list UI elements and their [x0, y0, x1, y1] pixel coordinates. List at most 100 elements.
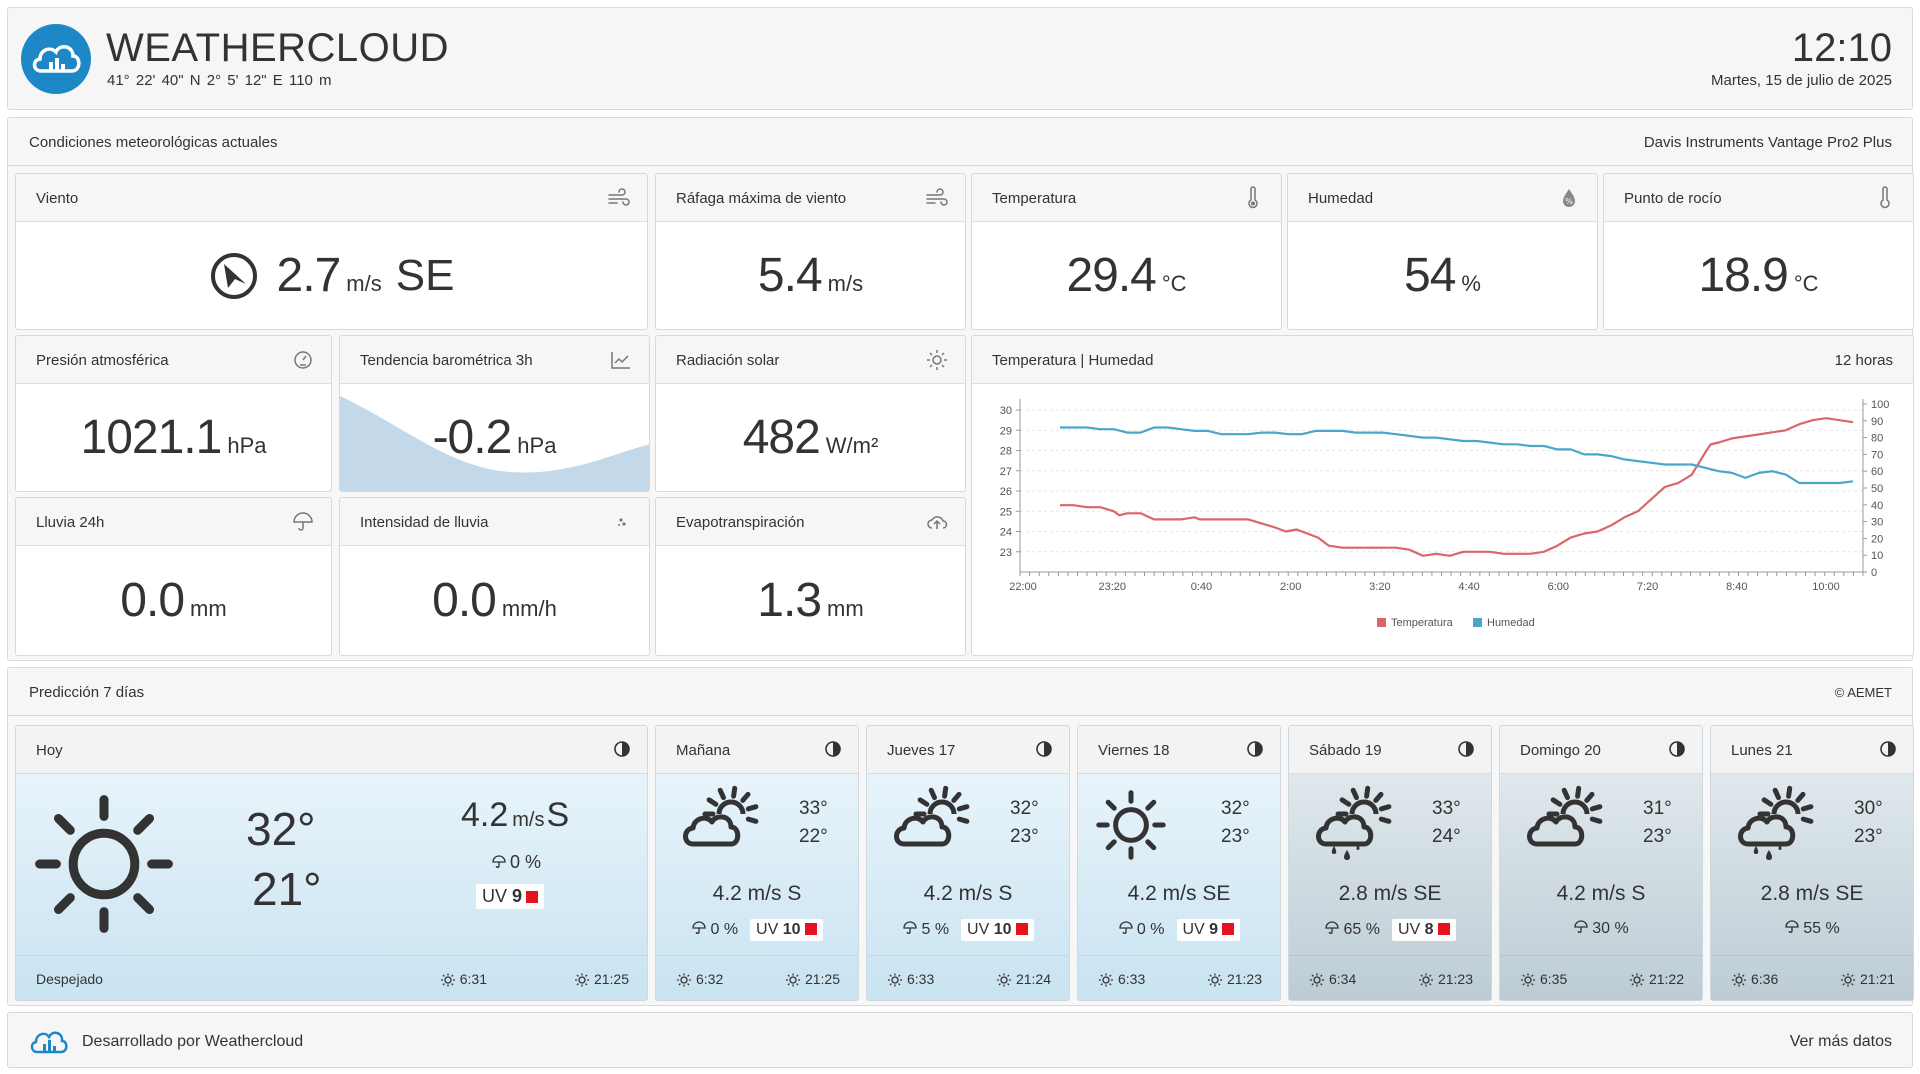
- moon-phase-icon: [1247, 741, 1263, 757]
- humidity-card[interactable]: Humedad % 54 %: [1287, 173, 1598, 330]
- sunrise-icon: [888, 973, 902, 987]
- sunrise-time: 6:31: [459, 971, 487, 987]
- forecast-tmin: 23°: [1221, 826, 1250, 847]
- forecast-uv-value: 9: [512, 886, 523, 906]
- gust-card[interactable]: Ráfaga máxima de viento 5.4 m/s: [655, 173, 966, 330]
- sunset-time: 21:23: [1226, 971, 1262, 987]
- sunrise-icon: [1732, 973, 1746, 987]
- forecast-sunrise: 6:32: [676, 971, 723, 987]
- sunset-time: 21:25: [593, 971, 629, 987]
- y-left-tick-label: 24: [1000, 527, 1012, 539]
- forecast-day-header: Domingo 20: [1500, 726, 1702, 774]
- wind-speed-value: 2.7: [276, 249, 342, 302]
- forecast-sunset: 21:21: [1840, 971, 1895, 987]
- sun-icon: [35, 795, 173, 933]
- chart-range[interactable]: 12 horas: [1834, 352, 1893, 369]
- forecast-rain-uv: 30 %: [1500, 919, 1702, 938]
- forecast-day-card[interactable]: Hoy 32° 21° 4.2 m/sS 0 % UV 9 Despejado 6:31 21:…: [15, 725, 648, 1001]
- x-tick-label: 10:00: [1812, 581, 1840, 593]
- pressure-trend-card[interactable]: Tendencia barométrica 3h -0.2 hPa: [339, 335, 650, 492]
- forecast-day-card[interactable]: Viernes 18 32° 23° 4.2 m/s SE 0 % UV 9 6:33 21:…: [1077, 725, 1281, 1001]
- chart-title: Temperatura | Humedad: [992, 352, 1154, 369]
- footer: Desarrollado por Weathercloud Ver más da…: [7, 1012, 1913, 1068]
- rain-rate-card[interactable]: Intensidad de lluvia 0.0 mm/h: [339, 497, 650, 656]
- sun-icon: [1096, 790, 1166, 860]
- forecast-day-header: Viernes 18: [1078, 726, 1280, 774]
- forecast-day-body: 33° 24° 2.8 m/s SE 65 % UV 8: [1289, 774, 1491, 955]
- card-header: Tendencia barométrica 3h: [340, 336, 649, 384]
- forecast-rain-prob: 30 %: [1592, 920, 1629, 937]
- card-header: Ráfaga máxima de viento: [656, 174, 965, 222]
- forecast-day-card[interactable]: Sábado 19 33° 24° 2.8 m/s SE 65 % UV 8 6:34 21:…: [1288, 725, 1492, 1001]
- y-left-tick-label: 25: [1000, 506, 1012, 518]
- forecast-uv-value: 10: [993, 921, 1012, 938]
- forecast-tmax: 32°: [1221, 798, 1250, 819]
- dewpoint-card[interactable]: Punto de rocío 18.9 °C: [1603, 173, 1914, 330]
- evapotranspiration-unit: mm: [827, 595, 864, 621]
- more-data-link[interactable]: Ver más datos: [1789, 1033, 1892, 1050]
- umbrella-icon: [692, 921, 707, 934]
- forecast-day-card[interactable]: Jueves 17 32° 23° 4.2 m/s S 5 % UV 10 6:33 21:2…: [866, 725, 1070, 1001]
- rain-card[interactable]: Lluvia 24h 0.0 mm: [15, 497, 332, 656]
- sunrise-icon: [440, 973, 455, 987]
- raindrops-icon: [618, 518, 626, 526]
- moon-phase-icon: [1669, 741, 1685, 757]
- forecast-rain-uv: 55 %: [1711, 919, 1913, 938]
- wind-icon: [926, 188, 948, 206]
- sunrise-icon: [677, 973, 691, 987]
- pressure-unit: hPa: [227, 432, 267, 458]
- sunrise-icon: [1310, 973, 1324, 987]
- forecast-tmin: 22°: [799, 826, 828, 847]
- forecast-day-footer: Despejado 6:31 21:25: [16, 955, 647, 1000]
- y-right-tick-label: 50: [1871, 483, 1883, 495]
- header: WEATHERCLOUD 41° 22' 40" N 2° 5' 12" E 1…: [7, 7, 1913, 110]
- moon-phase-icon: [1036, 741, 1052, 757]
- umbrella-icon: [1785, 920, 1799, 933]
- forecast-day-body: 32° 23° 4.2 m/s S 5 % UV 10: [867, 774, 1069, 955]
- x-tick-label: 23:20: [1098, 581, 1126, 593]
- forecast-day-card[interactable]: Domingo 20 31° 23° 4.2 m/s S 30 % 6:35 21:22: [1499, 725, 1703, 1001]
- solar-radiation-value: 482: [742, 411, 821, 464]
- sunset-icon: [1840, 973, 1855, 987]
- forecast-day-card[interactable]: Mañana 33° 22° 4.2 m/s S 0 % UV 10 6:32 21:25: [655, 725, 859, 1001]
- section-title: Predicción 7 días: [29, 684, 145, 701]
- forecast-rain-prob: 55 %: [1803, 920, 1840, 937]
- rain-value: 0.0: [120, 574, 185, 627]
- forecast-panel: Predicción 7 días © AEMET Hoy 32° 21° 4.2 m…: [7, 667, 1914, 1006]
- forecast-rain-prob: 65 %: [1343, 921, 1380, 938]
- app-title: WEATHERCLOUD: [106, 26, 450, 70]
- forecast-rain-prob: 5 %: [921, 921, 950, 938]
- forecast-wind: 2.8 m/s SE: [1338, 882, 1442, 905]
- solar-radiation-card[interactable]: Radiación solar 482 W/m²: [655, 335, 966, 492]
- moon-phase-icon: [614, 741, 630, 757]
- forecast-day-name: Viernes 18: [1098, 742, 1170, 759]
- temperature-humidity-chart: 22:00 23:20 0:40 2:00 3:20 4:40 6:00 7:20 8:40 10…: [1000, 399, 1889, 629]
- sunrise-icon: [1521, 973, 1535, 987]
- wind-card[interactable]: Viento 2.7 m/s SE: [15, 173, 648, 330]
- pressure-card[interactable]: Presión atmosférica 1021.1 hPa: [15, 335, 332, 492]
- forecast-day-name: Domingo 20: [1520, 742, 1601, 759]
- temperature-card[interactable]: Temperatura 29.4 °C: [971, 173, 1282, 330]
- pressure-trend-area: [340, 396, 649, 491]
- y-right-tick-label: 40: [1871, 500, 1883, 512]
- sunset-icon: [785, 973, 800, 987]
- forecast-day-name: Jueves 17: [887, 742, 956, 759]
- forecast-tmax: 32°: [246, 803, 316, 855]
- forecast-tmin: 24°: [1432, 826, 1461, 847]
- sunset-time: 21:24: [1015, 971, 1051, 987]
- card-title: Tendencia barométrica 3h: [360, 352, 533, 369]
- sunrise-time: 6:33: [907, 971, 935, 987]
- forecast-uv-value: 10: [782, 921, 801, 938]
- y-left-tick-label: 29: [1000, 425, 1012, 437]
- uv-level-indicator: [526, 891, 539, 903]
- temperature-humidity-chart-card[interactable]: Temperatura | Humedad 12 horas 22:00 23:2…: [971, 335, 1914, 656]
- humidity-value: 54: [1404, 249, 1456, 302]
- card-value: -0.2 hPa: [340, 384, 649, 491]
- y-right-tick-label: 70: [1871, 449, 1883, 461]
- umbrella-icon: [1574, 920, 1588, 933]
- forecast-day-card[interactable]: Lunes 21 30° 23° 2.8 m/s SE 55 % 6:36 21:21: [1710, 725, 1914, 1001]
- sunset-icon: [1629, 973, 1644, 987]
- evapotranspiration-card[interactable]: Evapotranspiración 1.3 mm: [655, 497, 966, 656]
- umbrella-icon: [293, 512, 313, 531]
- forecast-rain-uv: 65 % UV 8: [1289, 919, 1491, 941]
